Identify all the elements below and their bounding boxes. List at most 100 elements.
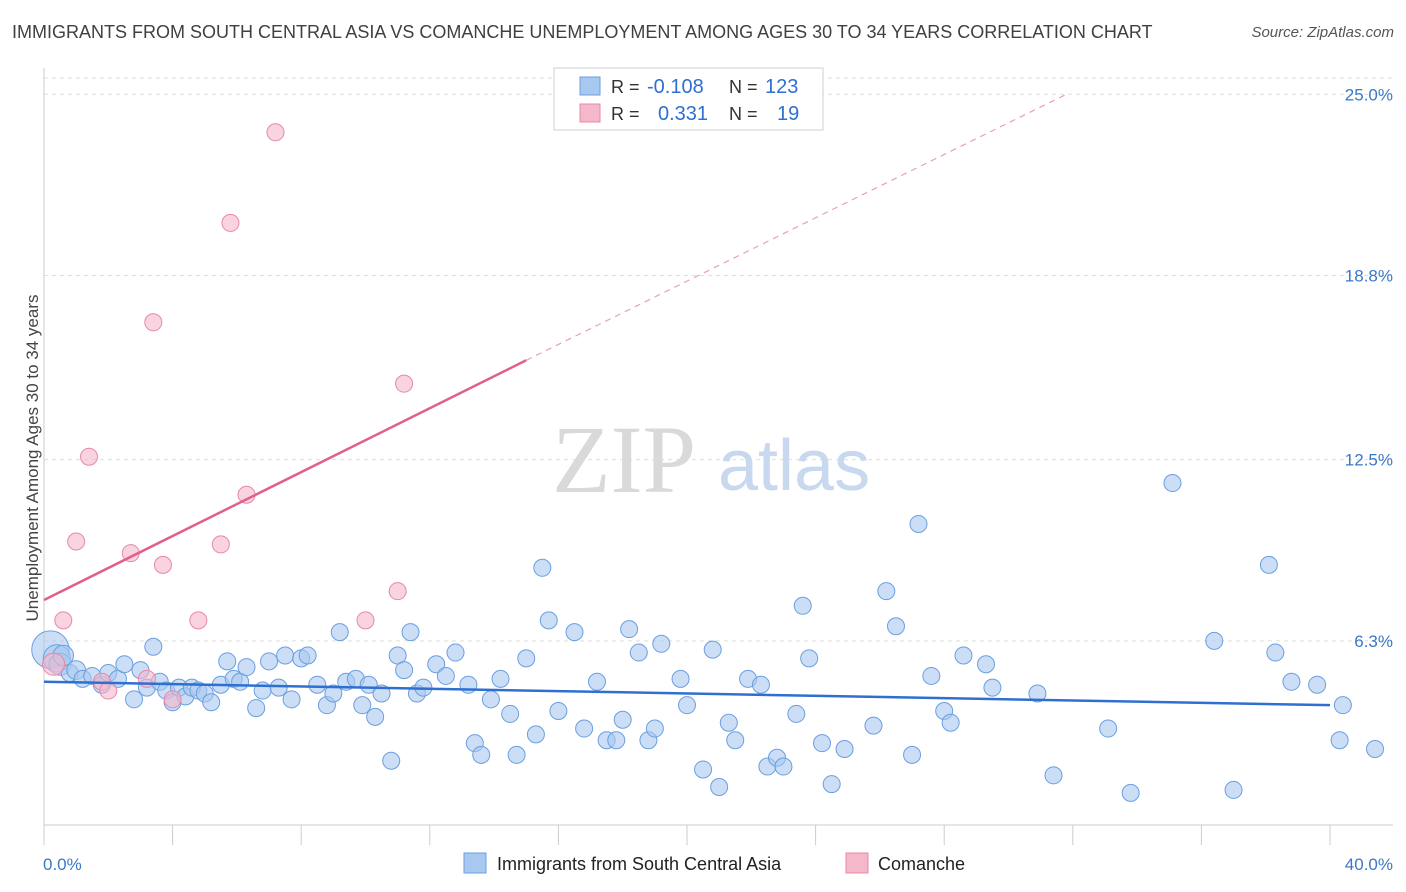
point-south-central-asia — [549, 702, 568, 721]
point-south-central-asia — [1308, 675, 1327, 694]
point-south-central-asia — [1282, 672, 1301, 691]
point-south-central-asia — [1163, 474, 1182, 493]
point-comanche — [163, 690, 182, 709]
point-south-central-asia — [620, 620, 639, 639]
point-comanche — [54, 611, 73, 630]
point-south-central-asia — [645, 719, 664, 738]
point-south-central-asia — [1224, 780, 1243, 799]
point-south-central-asia — [366, 707, 385, 726]
point-comanche — [189, 611, 208, 630]
point-south-central-asia — [276, 646, 295, 665]
series-legend: Immigrants from South Central Asia Coman… — [463, 852, 965, 874]
point-south-central-asia — [539, 611, 558, 630]
point-south-central-asia — [260, 652, 279, 671]
point-south-central-asia — [1330, 731, 1349, 750]
point-south-central-asia — [1333, 696, 1352, 715]
watermark-zip: ZIP — [552, 406, 696, 513]
point-comanche — [144, 313, 163, 332]
legend-n-label-1: N = — [729, 77, 758, 97]
point-south-central-asia — [501, 704, 520, 723]
point-south-central-asia — [382, 751, 401, 770]
point-south-central-asia — [1259, 555, 1278, 574]
point-south-central-asia — [751, 675, 770, 694]
point-south-central-asia — [719, 713, 738, 732]
point-south-central-asia — [726, 731, 745, 750]
data-points — [31, 123, 1385, 802]
point-south-central-asia — [517, 649, 536, 668]
point-south-central-asia — [1366, 740, 1385, 759]
legend-r-value-2: 0.331 — [658, 103, 708, 125]
y-tick-label: 25.0% — [1345, 85, 1393, 104]
trend-line-south-central-asia — [43, 680, 1331, 707]
y-tick-label: 12.5% — [1345, 451, 1393, 470]
point-south-central-asia — [247, 699, 266, 718]
point-south-central-asia — [1028, 684, 1047, 703]
point-south-central-asia — [983, 678, 1002, 697]
point-south-central-asia — [269, 678, 288, 697]
legend-swatch-blue — [579, 76, 601, 96]
series-legend-swatch-pink — [845, 852, 869, 874]
point-south-central-asia — [324, 684, 343, 703]
point-south-central-asia — [835, 740, 854, 759]
point-south-central-asia — [694, 760, 713, 779]
series-legend-label-blue: Immigrants from South Central Asia — [497, 854, 782, 874]
axes — [43, 68, 1393, 845]
point-south-central-asia — [395, 661, 414, 680]
point-south-central-asia — [800, 649, 819, 668]
source-credit: Source: ZipAtlas.com — [1251, 24, 1394, 41]
point-south-central-asia — [607, 731, 626, 750]
point-comanche — [211, 535, 230, 554]
point-south-central-asia — [954, 646, 973, 665]
point-south-central-asia — [526, 725, 545, 744]
point-comanche — [395, 374, 414, 393]
point-south-central-asia — [427, 655, 446, 674]
point-south-central-asia — [587, 672, 606, 691]
series-legend-label-pink: Comanche — [878, 854, 965, 874]
legend-r-value-1: -0.108 — [647, 76, 704, 98]
point-south-central-asia — [710, 778, 729, 797]
point-comanche — [80, 447, 99, 466]
point-south-central-asia — [671, 669, 690, 688]
trend-extension-comanche — [525, 93, 1067, 361]
y-tick-label: 6.3% — [1354, 632, 1393, 651]
series-legend-swatch-blue — [463, 852, 487, 874]
point-south-central-asia — [436, 666, 455, 685]
point-south-central-asia — [125, 690, 144, 709]
point-comanche — [221, 213, 240, 232]
point-south-central-asia — [115, 655, 134, 674]
point-south-central-asia — [237, 658, 256, 677]
legend-swatch-pink — [579, 103, 601, 123]
point-comanche — [388, 582, 407, 601]
point-south-central-asia — [787, 704, 806, 723]
point-south-central-asia — [298, 646, 317, 665]
point-south-central-asia — [909, 514, 928, 533]
point-south-central-asia — [218, 652, 237, 671]
legend-n-value-1: 123 — [765, 76, 798, 98]
point-south-central-asia — [575, 719, 594, 738]
point-south-central-asia — [822, 775, 841, 794]
correlation-legend: R = -0.108 N = 123 R = 0.331 N = 19 — [553, 67, 824, 131]
point-south-central-asia — [793, 596, 812, 615]
point-south-central-asia — [472, 745, 491, 764]
point-south-central-asia — [703, 640, 722, 659]
point-south-central-asia — [903, 745, 922, 764]
point-south-central-asia — [886, 617, 905, 636]
point-south-central-asia — [678, 696, 696, 715]
point-south-central-asia — [491, 669, 510, 688]
y-tick-labels: 6.3% 12.5% 18.8% 25.0% — [1345, 85, 1393, 651]
point-south-central-asia — [353, 696, 372, 715]
point-south-central-asia — [144, 637, 163, 656]
point-south-central-asia — [813, 734, 832, 753]
point-south-central-asia — [446, 643, 465, 662]
point-south-central-asia — [613, 710, 632, 729]
point-south-central-asia — [1266, 643, 1285, 662]
point-south-central-asia — [507, 745, 526, 764]
point-comanche — [67, 532, 86, 551]
point-comanche — [356, 611, 375, 630]
watermark-atlas: atlas — [718, 426, 870, 506]
point-south-central-asia — [976, 655, 995, 674]
point-comanche — [266, 123, 285, 142]
point-south-central-asia — [864, 716, 883, 735]
point-south-central-asia — [877, 582, 896, 601]
